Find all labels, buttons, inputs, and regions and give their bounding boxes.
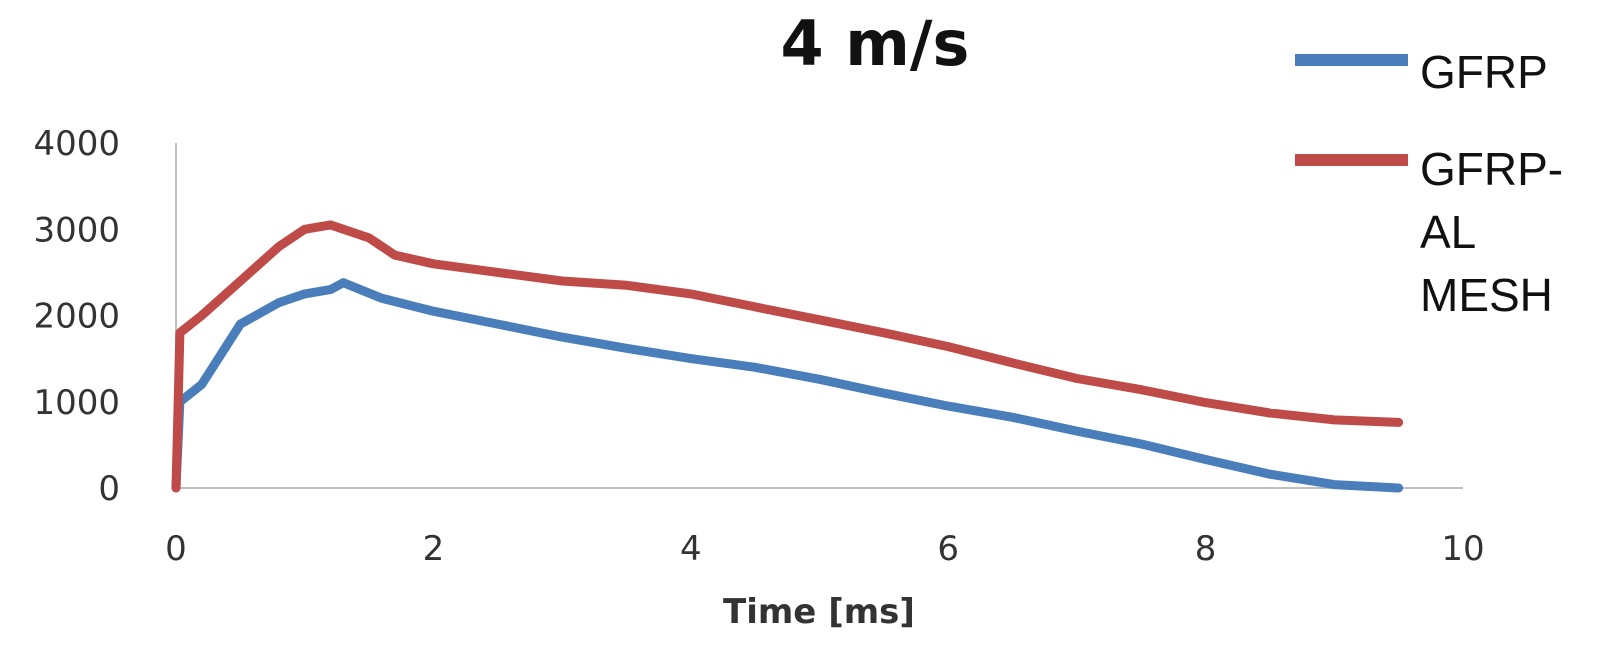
x-axis-label: Time [ms] xyxy=(723,592,915,632)
y-tick-label: 1000 xyxy=(33,383,120,423)
series-line-gfrp-al-mesh xyxy=(171,220,1404,493)
x-tick-label: 6 xyxy=(937,529,959,569)
x-tick-label: 4 xyxy=(680,529,702,569)
x-tick-label: 0 xyxy=(165,529,187,569)
series-line-gfrp xyxy=(171,278,1404,493)
legend-label-gfrp: GFRP xyxy=(1420,46,1548,98)
x-tick-label: 8 xyxy=(1195,529,1217,569)
x-tick-label: 10 xyxy=(1441,529,1484,569)
y-tick-label: 4000 xyxy=(33,124,120,164)
y-axis-ticks: 0 1000 2000 3000 4000 xyxy=(33,124,120,509)
series-lines xyxy=(171,220,1404,493)
y-tick-label: 0 xyxy=(98,469,120,509)
x-tick-label: 2 xyxy=(423,529,445,569)
legend-label-gfrp-al-mesh: GFRP-AL MESH xyxy=(1420,143,1563,321)
y-tick-label: 3000 xyxy=(33,210,120,250)
legend: GFRP GFRP-AL MESH xyxy=(1295,46,1563,321)
chart-title: 4 m/s xyxy=(781,7,970,80)
x-axis-ticks: 0 2 4 6 8 10 xyxy=(165,529,1484,569)
y-tick-label: 2000 xyxy=(33,297,120,337)
